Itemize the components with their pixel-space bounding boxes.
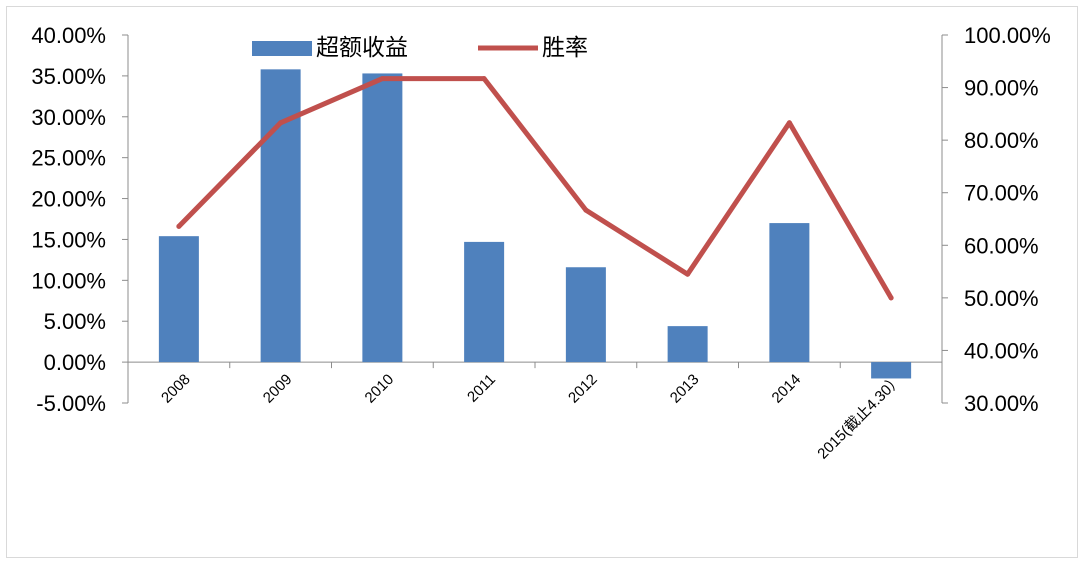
category-label: 2009	[260, 371, 296, 407]
right-tick-label: 100.00%	[964, 23, 1051, 48]
bar-series	[158, 69, 912, 379]
left-tick-label: 10.00%	[31, 268, 106, 293]
win-rate-line	[176, 76, 894, 301]
right-tick-label: 50.00%	[964, 286, 1039, 311]
category-label: 2012	[565, 371, 601, 407]
bar	[260, 69, 301, 363]
bar	[769, 223, 810, 363]
bar	[158, 236, 199, 363]
line-point	[278, 120, 284, 126]
right-tick-label: 70.00%	[964, 181, 1039, 206]
line-point	[685, 271, 691, 277]
category-label: 2010	[362, 371, 398, 407]
left-tick-label: 0.00%	[44, 350, 106, 375]
right-tick-label: 60.00%	[964, 233, 1039, 258]
left-tick-label: 15.00%	[31, 227, 106, 252]
line-point	[583, 207, 589, 213]
right-tick-label: 90.00%	[964, 76, 1039, 101]
category-label: 2013	[667, 371, 703, 407]
category-label: 2015(截止4.30）	[814, 371, 906, 463]
legend: 超额收益 胜率	[252, 35, 588, 61]
legend-swatch-excess-return	[252, 41, 312, 56]
chart-axes	[122, 34, 948, 404]
left-tick-label: -5.00%	[36, 391, 106, 416]
line-point	[786, 120, 792, 126]
legend-label-excess-return: 超额收益	[316, 35, 408, 61]
category-label: 2011	[464, 371, 499, 406]
bar	[871, 362, 912, 379]
bar	[362, 73, 403, 363]
line-point	[176, 223, 182, 229]
line-series	[176, 76, 894, 301]
bar	[667, 326, 708, 363]
bar	[565, 267, 606, 363]
bar	[464, 241, 505, 363]
right-tick-label: 40.00%	[964, 338, 1039, 363]
line-point	[379, 76, 385, 82]
left-tick-label: 5.00%	[44, 309, 106, 334]
left-tick-label: 30.00%	[31, 105, 106, 130]
line-point	[481, 76, 487, 82]
category-label: 2008	[158, 371, 194, 407]
left-tick-label: 25.00%	[31, 146, 106, 171]
right-tick-label: 30.00%	[964, 391, 1039, 416]
category-label: 2014	[769, 371, 805, 407]
left-tick-label: 35.00%	[31, 64, 106, 89]
right-tick-label: 80.00%	[964, 128, 1039, 153]
left-tick-label: 40.00%	[31, 23, 106, 48]
legend-label-win-rate: 胜率	[542, 35, 588, 61]
line-point	[888, 295, 894, 301]
left-tick-label: 20.00%	[31, 187, 106, 212]
